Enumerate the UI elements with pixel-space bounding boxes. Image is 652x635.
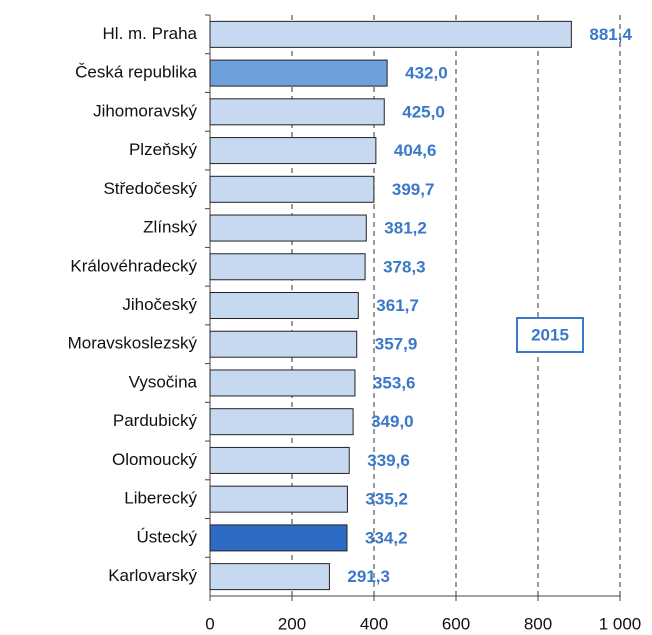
y-tick-label: Olomoucký [112,450,198,469]
annotation: 2015 [531,325,569,344]
value-label: 335,2 [365,490,408,509]
y-tick-label: Jihomoravský [93,101,197,120]
bar [209,175,375,203]
y-tick-label: Pardubický [113,411,198,430]
value-label: 399,7 [392,180,435,199]
value-label: 357,9 [375,335,418,354]
bar [209,369,356,397]
value-label: 334,2 [365,528,408,547]
value-label: 339,6 [367,451,410,470]
y-tick-label: Vysočina [129,372,198,391]
y-tick-label: Hl. m. Praha [103,24,198,43]
bar [209,524,348,552]
bar [209,446,350,474]
x-tick-label: 200 [278,614,306,633]
value-label: 881,4 [589,25,632,44]
y-tick-label: Česká republika [75,63,197,82]
x-tick-label: 1 000 [599,614,642,633]
bar [209,214,367,242]
y-tick-label: Zlínský [143,218,197,237]
value-label: 425,0 [402,102,445,121]
x-tick-label: 400 [360,614,388,633]
value-label: 349,0 [371,412,414,431]
value-label: 353,6 [373,373,416,392]
bar [209,253,366,281]
value-label: 378,3 [383,257,426,276]
y-tick-label: Ústecký [137,527,198,546]
y-tick-label: Jihočeský [122,295,197,314]
bar [209,98,385,126]
y-tick-label: Plzeňský [129,140,198,159]
bar [209,20,572,48]
annotation-box [516,317,584,353]
y-tick-label: Moravskoslezský [68,334,198,353]
y-tick-label: Liberecký [124,489,197,508]
y-tick-label: Středočeský [103,179,197,198]
y-tick-label: Královéhradecký [70,256,197,275]
bar [209,563,330,591]
value-label: 404,6 [394,141,437,160]
x-tick-label: 800 [524,614,552,633]
bar [209,137,377,165]
value-label: 291,3 [347,567,390,586]
bar [209,485,348,513]
y-tick-label: Karlovarský [108,566,197,585]
x-tick-label: 0 [205,614,214,633]
bar [209,292,359,319]
bar [209,59,388,87]
value-label: 361,7 [376,296,419,315]
bar [209,408,354,436]
value-label: 381,2 [384,219,427,238]
x-tick-label: 600 [442,614,470,633]
value-label: 432,0 [405,64,448,83]
bar [209,330,358,358]
